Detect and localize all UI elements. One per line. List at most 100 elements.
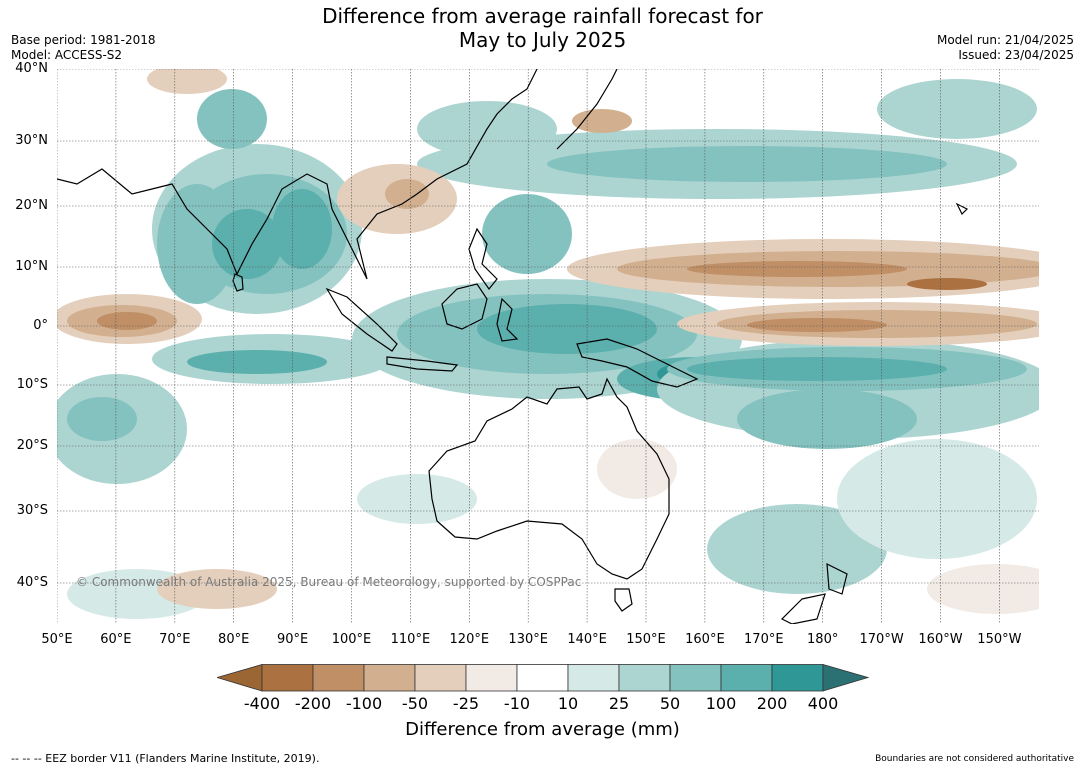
colorbar-extend-high	[822, 664, 869, 692]
dry-region-indochina	[385, 179, 429, 209]
model-name: Model: ACCESS-S2	[11, 48, 123, 62]
colorbar-tick-label: 10	[557, 694, 579, 713]
longitude-label: 150°W	[977, 632, 1022, 647]
graticule	[57, 69, 1039, 624]
colorbar-tick-label: -400	[243, 694, 281, 713]
colorbar-tick-label: -25	[452, 694, 480, 713]
title-line-1: Difference from average rainfall forecas…	[322, 4, 763, 28]
colorbar-tick-label: 50	[659, 694, 681, 713]
longitude-label: 80°E	[218, 632, 250, 647]
colorbar-tick-label: -100	[345, 694, 383, 713]
longitude-label: 50°E	[41, 632, 73, 647]
longitude-label: 180°	[807, 632, 839, 647]
japan-coast	[556, 69, 618, 150]
map-title: Difference from average rainfall forecas…	[0, 4, 1085, 52]
latitude-label: 10°N	[15, 259, 48, 274]
colorbar-tick-label: 100	[705, 694, 737, 713]
latitude-label: 40°N	[15, 61, 48, 76]
latitude-label: 20°S	[16, 438, 48, 453]
wet-region-arabian-sea	[157, 184, 237, 304]
coastlines	[57, 69, 969, 624]
eez-border-note: -- -- -- EEZ border V11 (Flanders Marine…	[11, 752, 320, 765]
philippines-coast	[468, 227, 498, 291]
colorbar-segment	[312, 664, 365, 692]
colorbar-segment	[465, 664, 518, 692]
longitude-label: 120°E	[449, 632, 490, 647]
dry-region-australia-east	[597, 439, 677, 499]
new-zealand-south-coast	[780, 593, 826, 624]
longitude-label: 60°E	[100, 632, 132, 647]
longitude-label: 90°E	[276, 632, 309, 647]
latitude-label: 0°	[33, 318, 48, 333]
longitude-label: 130°E	[508, 632, 548, 647]
colorbar-segment	[516, 664, 569, 692]
tasmania-coast	[614, 588, 633, 612]
longitude-label: 160°E	[685, 632, 725, 647]
wet-region-south-australia	[357, 474, 477, 524]
longitude-label: 170°E	[744, 632, 784, 647]
colorbar-title: Difference from average (mm)	[405, 719, 680, 740]
latitude-label: 10°S	[16, 377, 48, 392]
dry-region-japan-south	[572, 109, 632, 133]
wet-region-himalaya	[197, 89, 267, 149]
colorbar-tick-label: 400	[807, 694, 839, 713]
colorbar-segment	[771, 664, 824, 692]
model-run: Model run: 21/04/2025	[936, 33, 1074, 47]
colorbar-tick-label: -10	[503, 694, 531, 713]
wet-region-south-indian-core	[67, 397, 137, 441]
hawaii-coast	[955, 202, 969, 216]
colorbar-segment	[567, 664, 620, 692]
model-info: Base period: 1981-2018 Model: ACCESS-S2	[11, 33, 156, 63]
java-coast	[386, 356, 459, 372]
new-zealand-north-coast	[826, 562, 848, 595]
borneo-coast	[441, 283, 488, 330]
sri-lanka-coast	[232, 273, 244, 292]
dry-region-west-equatorial-indian-core	[97, 312, 157, 330]
wet-region-central-north-pacific	[877, 79, 1037, 139]
wet-region-spcz-core	[687, 357, 947, 381]
wet-region-maritime-core	[477, 304, 657, 354]
wet-anomaly-regions	[57, 79, 1039, 619]
colorbar-segment	[618, 664, 671, 692]
wet-region-equatorial-indian-core	[187, 350, 327, 374]
longitude-label: 150°E	[626, 632, 666, 647]
base-period: Base period: 1981-2018	[11, 33, 156, 47]
dry-region-north-pacific-core	[687, 261, 907, 277]
dry-region-central-asia	[147, 69, 227, 94]
dry-region-southern-indian	[157, 569, 277, 609]
longitude-label: 160°W	[918, 632, 963, 647]
new-guinea-coast	[576, 338, 699, 388]
colorbar-segment	[720, 664, 773, 692]
dry-anomaly-regions	[57, 69, 1039, 614]
issued-date: Issued: 23/04/2025	[958, 48, 1074, 62]
title-line-2: May to July 2025	[458, 28, 627, 52]
colorbar-tick-label: -200	[294, 694, 332, 713]
australia-coast	[428, 377, 670, 580]
dry-region-north-pacific-east	[907, 278, 987, 290]
wet-region-india-core	[212, 209, 282, 279]
colorbar-tick-label: 25	[608, 694, 630, 713]
longitude-label: 170°W	[859, 632, 904, 647]
latitude-label: 20°N	[15, 198, 48, 213]
latitude-label: 40°S	[16, 575, 48, 590]
colorbar-segment	[261, 664, 314, 692]
boundary-disclaimer: Boundaries are not considered authoritat…	[875, 754, 1074, 764]
rainfall-map	[57, 69, 1039, 624]
latitude-label: 30°N	[15, 133, 48, 148]
wet-region-eastern-bay	[272, 189, 332, 269]
longitude-label: 100°E	[331, 632, 372, 647]
wet-region-southwest-pacific	[837, 439, 1037, 559]
wet-region-philippine-sea	[482, 194, 572, 274]
colorbar-segment	[414, 664, 467, 692]
wet-region-northwest-pacific-inner	[547, 146, 947, 182]
wet-region-coral-sea	[737, 389, 917, 449]
copyright-notice: © Commonwealth of Australia 2025, Bureau…	[76, 575, 582, 589]
colorbar-segment	[363, 664, 416, 692]
longitude-label: 70°E	[159, 632, 191, 647]
asia-mainland-coast	[57, 69, 538, 280]
colorbar-segment	[669, 664, 722, 692]
rainfall-anomaly-fields	[57, 69, 1039, 619]
colorbar-tick-label: -50	[401, 694, 429, 713]
dry-region-equatorial-pacific-core	[747, 318, 887, 332]
longitude-label: 140°E	[567, 632, 607, 647]
